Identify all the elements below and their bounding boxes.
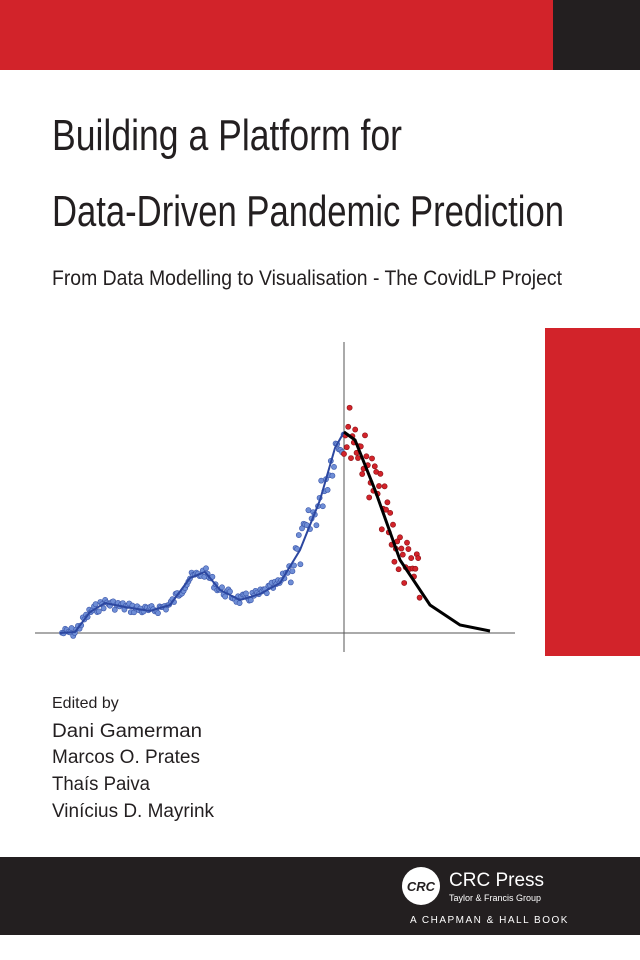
- dot: [378, 526, 385, 533]
- dot: [345, 423, 352, 430]
- dot: [376, 483, 382, 489]
- dot: [318, 477, 325, 484]
- dot: [363, 453, 370, 460]
- dot: [219, 584, 225, 591]
- dot: [371, 463, 378, 470]
- dot: [203, 565, 209, 572]
- illustration: [35, 342, 515, 652]
- dot: [324, 487, 331, 493]
- dot: [391, 558, 398, 565]
- dot: [397, 534, 403, 541]
- dot: [352, 426, 359, 433]
- dot: [295, 532, 302, 538]
- dot: [68, 625, 75, 631]
- dot: [366, 494, 373, 501]
- editor: Thaís Paiva: [52, 774, 150, 795]
- dot: [369, 455, 375, 462]
- dot: [222, 593, 229, 600]
- dot: [390, 521, 396, 528]
- editor: Marcos O. Prates: [52, 747, 200, 768]
- dot: [92, 601, 99, 608]
- dot: [155, 610, 161, 617]
- dot: [399, 551, 406, 558]
- dot: [348, 455, 354, 461]
- dot: [289, 568, 296, 575]
- top-red-band: [0, 0, 553, 70]
- logo-text: CRC: [407, 879, 436, 894]
- publisher-name: CRC Press: [449, 870, 544, 891]
- fit-line: [59, 431, 345, 634]
- dot: [359, 471, 366, 477]
- edited-by: Edited by: [52, 695, 119, 712]
- dot: [319, 503, 326, 510]
- top-black-band: [553, 0, 640, 70]
- dot: [362, 432, 368, 439]
- logo-circle: [402, 867, 440, 905]
- dot: [111, 606, 118, 613]
- dot: [305, 507, 312, 514]
- dot: [384, 499, 391, 506]
- dot: [247, 597, 254, 604]
- dot: [329, 472, 336, 479]
- dot: [331, 464, 337, 470]
- title-line: Building a Platform for: [52, 111, 402, 160]
- dot: [395, 566, 402, 573]
- dot: [377, 470, 384, 477]
- dot: [398, 545, 405, 552]
- dot: [95, 608, 102, 615]
- dot: [387, 509, 394, 516]
- dot: [408, 555, 415, 561]
- series-name: A CHAPMAN & HALL BOOK: [410, 915, 569, 926]
- dot: [313, 522, 320, 529]
- dot: [100, 605, 107, 612]
- dot: [401, 580, 408, 586]
- side-red-block: [545, 328, 640, 656]
- dot: [381, 483, 388, 490]
- dot: [343, 444, 350, 451]
- dot: [415, 555, 422, 562]
- dot: [405, 546, 412, 552]
- dot: [236, 600, 243, 607]
- dot: [412, 565, 419, 572]
- dot: [287, 579, 294, 586]
- title-line: Data-Driven Pandemic Prediction: [52, 187, 564, 236]
- dot: [355, 455, 361, 461]
- bottom-band: [0, 857, 640, 935]
- dot: [346, 404, 353, 411]
- dot: [416, 594, 423, 601]
- dot: [341, 451, 347, 457]
- editor: Dani Gamerman: [52, 721, 202, 742]
- editor: Vinícius D. Mayrink: [52, 801, 214, 822]
- publisher-group: Taylor & Francis Group: [449, 893, 541, 903]
- forecast-line: [343, 430, 491, 633]
- subtitle: From Data Modelling to Visualisation - T…: [52, 267, 562, 290]
- dot: [297, 561, 304, 568]
- dot: [404, 539, 410, 546]
